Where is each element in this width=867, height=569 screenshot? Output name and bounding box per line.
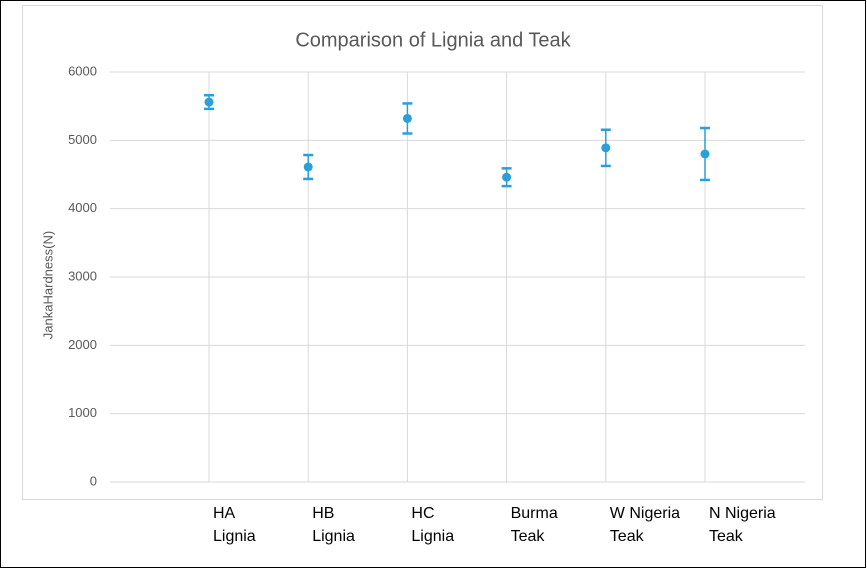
y-tick-label: 2000 (68, 337, 97, 352)
dot (601, 143, 611, 153)
x-tick-label: HB (312, 505, 334, 522)
chart-area (22, 5, 823, 500)
dot (502, 172, 512, 182)
x-tick-label: Teak (709, 528, 744, 545)
y-tick-label: 3000 (68, 268, 97, 283)
x-tick-label: N Nigeria (709, 505, 776, 522)
x-tick-label: Teak (610, 528, 645, 545)
dot (402, 113, 412, 123)
y-axis-title: JankaHardness(N) (40, 231, 55, 339)
x-tick-label: Teak (511, 528, 546, 545)
chart-title: Comparison of Lignia and Teak (295, 29, 571, 51)
x-tick-label: HA (213, 505, 236, 522)
dot (303, 162, 313, 172)
dot (204, 97, 214, 107)
y-tick-label: 6000 (68, 63, 97, 78)
dot (700, 149, 710, 159)
x-tick-label: Lignia (411, 528, 454, 545)
x-tick-label: Burma (511, 505, 558, 522)
x-tick-label: HC (411, 505, 434, 522)
y-tick-label: 5000 (68, 132, 97, 147)
y-tick-label: 4000 (68, 200, 97, 215)
x-tick-label: Lignia (213, 528, 256, 545)
x-tick-label: Lignia (312, 528, 355, 545)
y-tick-label: 0 (90, 473, 97, 488)
x-tick-label: W Nigeria (610, 505, 680, 522)
y-tick-label: 1000 (68, 405, 97, 420)
